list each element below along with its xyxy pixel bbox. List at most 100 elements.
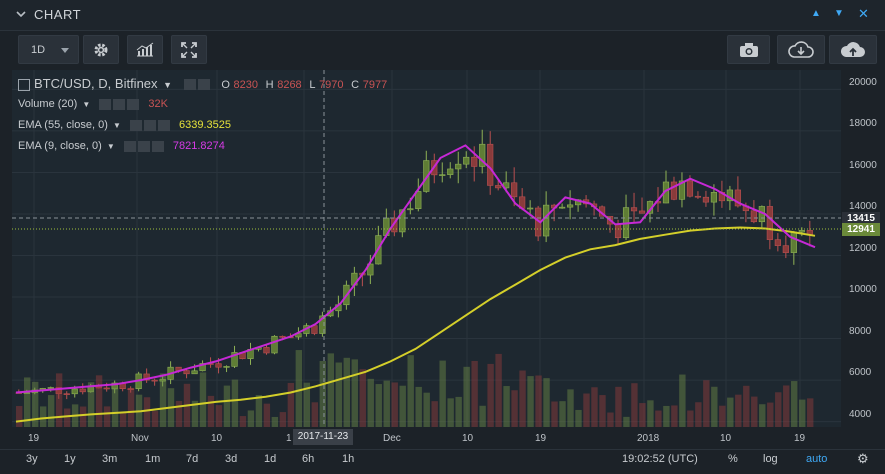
volume-bar <box>63 408 71 427</box>
volume-bar <box>463 366 470 427</box>
close-icon[interactable]: ✕ <box>858 6 869 21</box>
ema55-label[interactable]: EMA (55, close, 0) <box>18 119 108 131</box>
candle <box>734 189 741 207</box>
indicators-button[interactable] <box>127 35 163 64</box>
price-axis[interactable] <box>841 70 885 427</box>
volume-bar <box>711 386 718 427</box>
eye-icon[interactable] <box>123 140 136 152</box>
time-axis[interactable] <box>0 427 841 449</box>
range-button[interactable]: 1m <box>145 453 161 465</box>
ema9-line <box>15 144 816 394</box>
volume-bar <box>687 410 694 427</box>
volume-bar <box>31 381 39 427</box>
collapse-legend-icon[interactable] <box>18 78 30 91</box>
candle <box>638 210 646 214</box>
chart-toolbar: 1D <box>0 31 885 69</box>
volume-bar <box>759 404 766 427</box>
move-down-icon[interactable]: ▼ <box>834 8 844 19</box>
price-tick: 16000 <box>849 160 877 171</box>
candle <box>111 382 118 390</box>
legend-volume-row: Volume (20) ▼ 32K <box>18 98 168 110</box>
volume-bar <box>615 386 622 427</box>
range-button[interactable]: 1y <box>64 453 76 465</box>
candle <box>471 156 478 167</box>
timeframe-select[interactable]: 1D <box>18 35 79 64</box>
cloud-download-button[interactable] <box>777 35 825 64</box>
price-tick: 4000 <box>849 409 872 420</box>
eye-icon[interactable] <box>129 119 142 131</box>
ema9-label[interactable]: EMA (9, close, 0) <box>18 140 102 152</box>
close-icon[interactable] <box>151 140 164 152</box>
volume-label[interactable]: Volume (20) <box>18 98 78 110</box>
percent-toggle[interactable]: % <box>728 453 738 465</box>
volume-bar <box>671 405 678 427</box>
cloud-upload-button[interactable] <box>829 35 877 64</box>
volume-bar <box>191 400 199 427</box>
range-button[interactable]: 7d <box>186 453 199 465</box>
fullscreen-button[interactable] <box>171 35 207 64</box>
gear-icon[interactable]: ⚙ <box>857 451 869 466</box>
candle <box>798 230 805 233</box>
range-button[interactable]: 1d <box>264 453 277 465</box>
chevron-down-icon[interactable]: ▼ <box>106 142 115 151</box>
volume-bar <box>383 380 390 427</box>
panel-header: CHART ▲ ▼ ✕ <box>0 0 885 31</box>
auto-toggle[interactable]: auto <box>806 453 828 465</box>
chevron-down-icon[interactable]: ▼ <box>112 121 121 130</box>
range-button[interactable]: 3m <box>102 453 118 465</box>
candle <box>487 143 494 186</box>
gear-icon[interactable] <box>113 98 126 110</box>
time-tick: 10 <box>720 433 732 444</box>
time-tick: 10 <box>462 433 474 444</box>
volume-bar <box>607 412 614 427</box>
gear-icon[interactable] <box>197 79 210 91</box>
volume-bar <box>719 405 726 427</box>
range-button[interactable]: 3y <box>26 453 38 465</box>
bottom-toolbar <box>0 449 885 474</box>
candle <box>670 181 678 200</box>
candle <box>766 206 773 240</box>
volume-bar <box>727 397 734 427</box>
candle <box>455 163 462 170</box>
volume-bar <box>319 360 327 427</box>
price-tick: 14000 <box>849 201 877 212</box>
volume-bar <box>351 359 358 427</box>
close-icon[interactable] <box>127 98 140 110</box>
cloud-download-icon <box>788 40 814 58</box>
volume-bar <box>591 387 598 427</box>
chart-plot-area[interactable] <box>12 70 841 427</box>
range-button[interactable]: 3d <box>225 453 238 465</box>
chevron-down-icon[interactable] <box>16 9 26 19</box>
candle <box>750 210 757 223</box>
volume-bar <box>255 395 263 427</box>
log-toggle[interactable]: log <box>763 453 778 465</box>
volume-bar <box>223 385 231 427</box>
volume-bar <box>199 372 207 427</box>
price-chart[interactable] <box>12 70 841 427</box>
volume-bar <box>287 382 295 427</box>
symbol-label[interactable]: BTC/USD, D, Bitfinex <box>34 76 158 91</box>
chevron-down-icon[interactable]: ▼ <box>163 80 173 90</box>
gear-icon[interactable] <box>143 119 156 131</box>
close-icon[interactable] <box>157 119 170 131</box>
candle <box>199 363 206 372</box>
volume-bar <box>16 406 23 427</box>
settings-button[interactable] <box>83 35 119 64</box>
volume-bar <box>375 384 382 427</box>
volume-bar <box>799 399 806 427</box>
volume-bar <box>775 392 782 427</box>
candle <box>415 191 422 210</box>
snapshot-button[interactable] <box>727 35 770 64</box>
time-tick: Dec <box>383 433 401 444</box>
volume-bar <box>279 412 287 427</box>
clock-readout: 19:02:52 (UTC) <box>622 453 698 465</box>
move-up-icon[interactable]: ▲ <box>811 8 821 19</box>
eye-icon[interactable] <box>183 79 196 91</box>
gear-icon[interactable] <box>137 140 150 152</box>
range-button[interactable]: 1h <box>342 453 355 465</box>
volume-bar <box>655 410 662 427</box>
eye-icon[interactable] <box>99 98 112 110</box>
range-button[interactable]: 6h <box>302 453 315 465</box>
chevron-down-icon[interactable]: ▼ <box>82 100 91 109</box>
ema55-line <box>15 226 816 423</box>
